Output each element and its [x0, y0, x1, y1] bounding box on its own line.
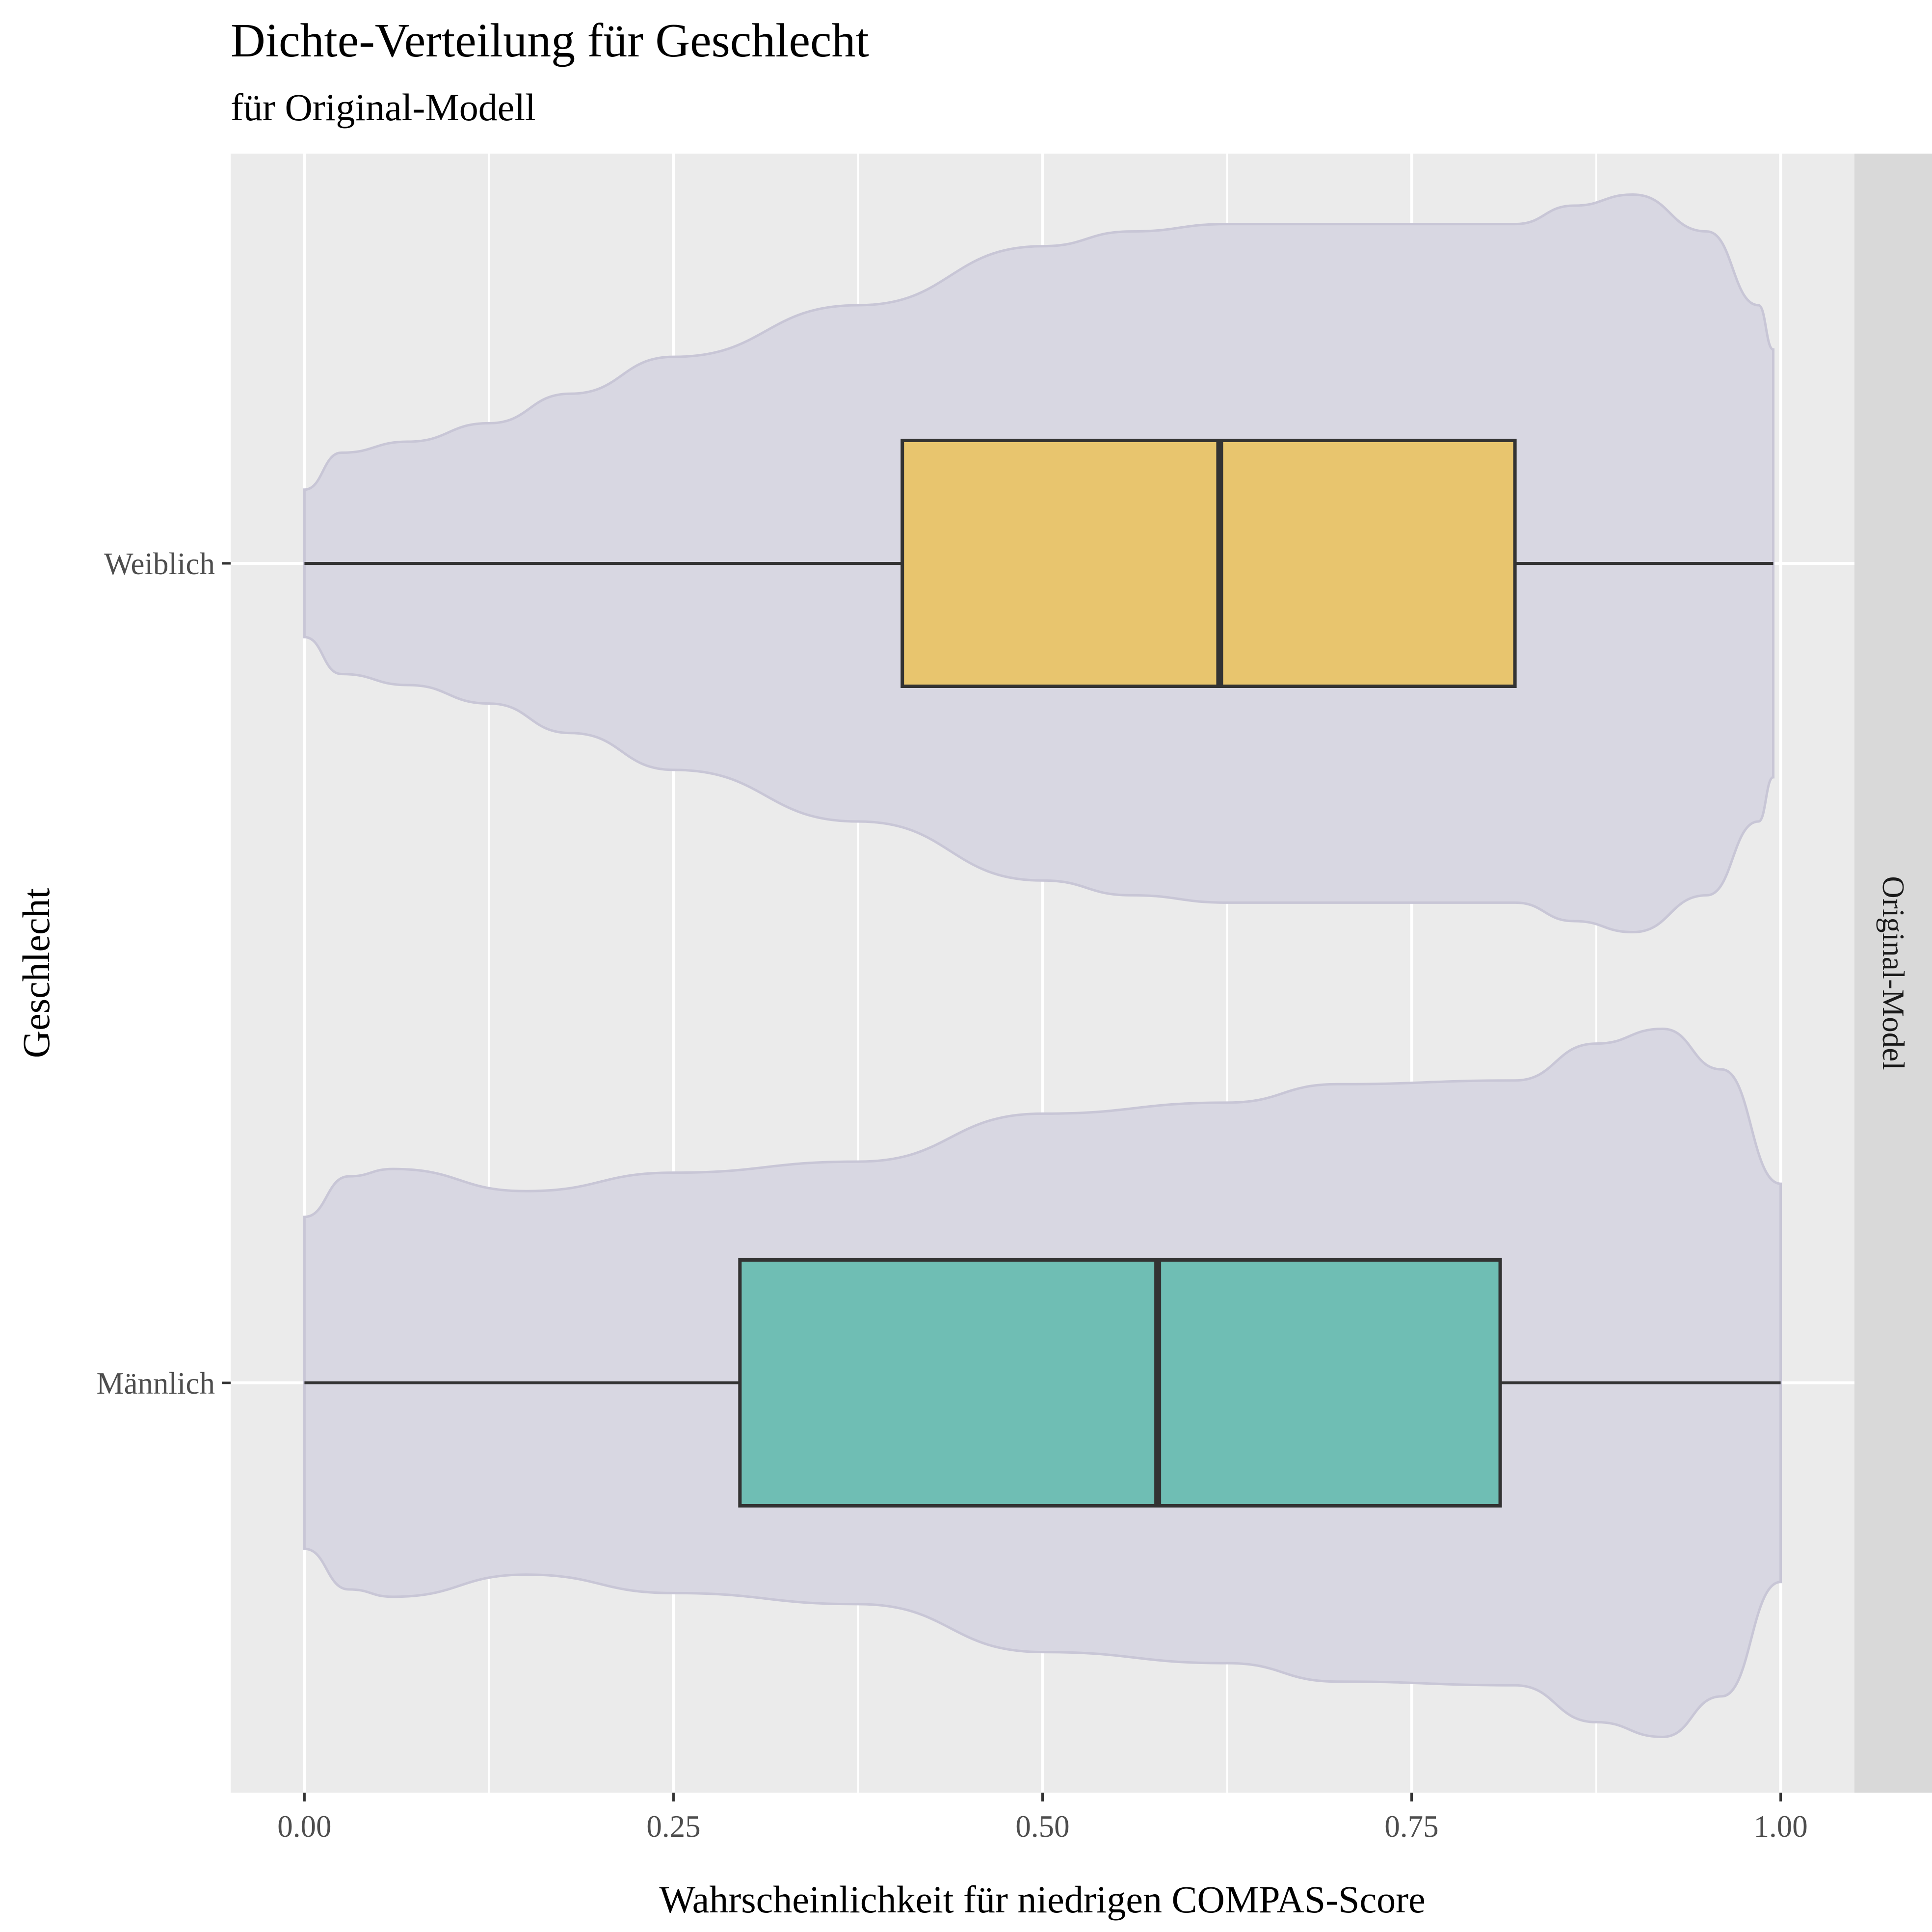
boxplots — [304, 439, 1781, 1508]
chart-title: Dichte-Verteilung für Geschlecht — [231, 14, 869, 67]
x-tick-label: 0.50 — [1015, 1809, 1069, 1844]
box-iqr — [738, 1258, 1502, 1508]
y-axis-title: Geschlecht — [15, 888, 57, 1058]
x-axis-title: Wahrscheinlichkeit für niedrigen COMPAS-… — [659, 1878, 1425, 1921]
x-tick-label: 1.00 — [1753, 1809, 1807, 1844]
facet-strip-label: Original-Model — [1876, 876, 1910, 1070]
x-tick-label: 0.25 — [646, 1809, 700, 1844]
x-axis: 0.00 0.25 0.50 0.75 1.00 — [277, 1793, 1808, 1844]
facet-strip — [1854, 154, 1932, 1793]
chart-subtitle: für Original-Modell — [231, 86, 536, 129]
x-tick-label: 0.00 — [277, 1809, 331, 1844]
y-axis: Weiblich Männlich — [97, 547, 231, 1401]
box-iqr — [900, 439, 1517, 688]
x-tick-label: 0.75 — [1384, 1809, 1438, 1844]
y-tick-label: Männlich — [97, 1366, 215, 1401]
y-tick-label: Weiblich — [104, 547, 215, 581]
